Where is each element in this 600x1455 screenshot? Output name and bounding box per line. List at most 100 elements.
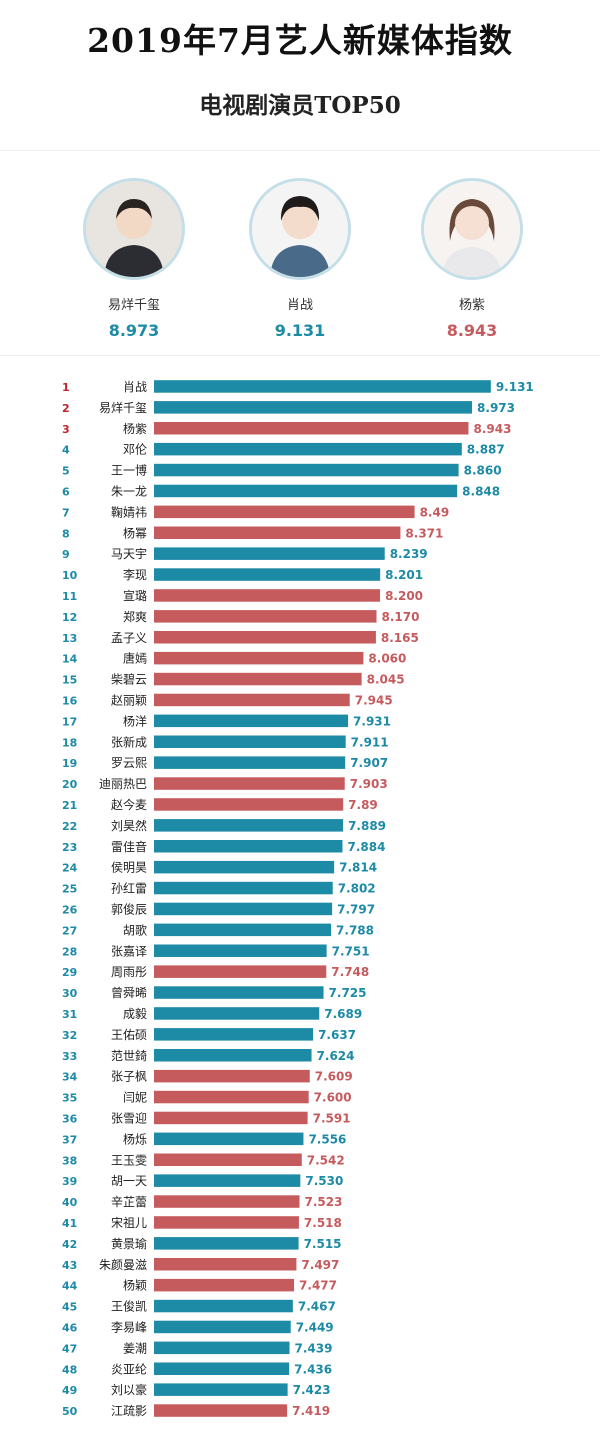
category-label: 王玉雯 bbox=[111, 1153, 147, 1167]
category-label: 张新成 bbox=[111, 734, 147, 749]
person-icon bbox=[86, 181, 182, 277]
bar bbox=[154, 1216, 299, 1229]
value-label: 7.725 bbox=[329, 986, 367, 1000]
top3-score: 8.973 bbox=[108, 321, 160, 340]
category-label: 姜潮 bbox=[123, 1340, 147, 1355]
rank-label: 9 bbox=[62, 548, 70, 561]
bar bbox=[154, 1132, 304, 1146]
value-label: 7.788 bbox=[336, 923, 374, 937]
category-label: 鞠婧祎 bbox=[111, 504, 147, 519]
rank-label: 15 bbox=[62, 674, 77, 687]
bar bbox=[154, 589, 381, 602]
bar bbox=[154, 463, 459, 477]
category-label: 张嘉译 bbox=[111, 944, 147, 958]
value-label: 7.889 bbox=[348, 819, 386, 833]
rank-label: 19 bbox=[62, 757, 77, 770]
value-label: 7.802 bbox=[338, 882, 376, 896]
category-label: 张子枫 bbox=[111, 1069, 147, 1084]
value-label: 7.439 bbox=[295, 1341, 333, 1355]
value-label: 7.530 bbox=[305, 1174, 343, 1188]
value-label: 7.689 bbox=[324, 1007, 362, 1021]
rank-label: 39 bbox=[62, 1175, 77, 1188]
category-label: 胡一天 bbox=[111, 1174, 147, 1188]
bar bbox=[154, 902, 333, 916]
category-label: 孟子义 bbox=[111, 631, 147, 645]
category-label: 炎亚纶 bbox=[111, 1362, 147, 1376]
rank-label: 28 bbox=[62, 945, 77, 958]
rank-label: 12 bbox=[62, 611, 77, 624]
value-label: 8.371 bbox=[405, 526, 443, 540]
value-label: 7.814 bbox=[339, 861, 377, 875]
bar bbox=[154, 819, 344, 832]
rank-label: 5 bbox=[62, 465, 70, 478]
podium-second: 易烊千玺 8.973 bbox=[64, 178, 204, 340]
category-label: 赵今麦 bbox=[111, 797, 147, 812]
value-label: 7.797 bbox=[337, 902, 375, 916]
value-label: 7.637 bbox=[318, 1028, 356, 1042]
rank-label: 18 bbox=[62, 736, 77, 749]
category-label: 马天宇 bbox=[111, 547, 147, 561]
rank-label: 7 bbox=[62, 506, 70, 519]
person-icon bbox=[252, 181, 348, 277]
top3-score: 9.131 bbox=[274, 321, 326, 340]
bar bbox=[154, 1383, 288, 1396]
value-label: 7.624 bbox=[317, 1049, 355, 1063]
value-label: 7.609 bbox=[315, 1070, 353, 1084]
bar bbox=[154, 714, 349, 728]
bar bbox=[154, 610, 377, 623]
rank-label: 50 bbox=[62, 1405, 78, 1418]
value-label: 8.060 bbox=[368, 652, 406, 666]
bar bbox=[154, 1278, 295, 1292]
avatar bbox=[83, 178, 185, 280]
category-label: 杨幂 bbox=[123, 525, 147, 540]
category-label: 杨紫 bbox=[123, 421, 147, 436]
value-label: 7.497 bbox=[301, 1258, 339, 1272]
top3-name: 杨紫 bbox=[458, 298, 485, 313]
rank-label: 38 bbox=[62, 1154, 77, 1167]
category-label: 王一博 bbox=[111, 463, 147, 478]
rank-label: 6 bbox=[62, 485, 70, 498]
rank-label: 8 bbox=[62, 527, 70, 540]
value-label: 7.591 bbox=[313, 1111, 351, 1125]
category-label: 柴碧云 bbox=[111, 673, 147, 687]
bar bbox=[154, 401, 473, 414]
bar bbox=[154, 651, 364, 665]
rank-label: 21 bbox=[62, 799, 77, 812]
rank-label: 30 bbox=[62, 987, 78, 1000]
value-label: 8.848 bbox=[462, 484, 500, 498]
category-label: 朱颜曼滋 bbox=[99, 1257, 147, 1272]
ranking-bar-chart: 1 肖战 9.131 2 易烊千玺 8.973 3 杨紫 8.943 4 邓伦 8.887 5 王一博 8.… bbox=[62, 380, 534, 1418]
category-label: 宣璐 bbox=[123, 588, 147, 603]
category-label: 张雪迎 bbox=[111, 1111, 147, 1125]
rank-label: 49 bbox=[62, 1384, 77, 1397]
rank-label: 10 bbox=[62, 569, 78, 582]
bar bbox=[154, 631, 376, 644]
bar bbox=[154, 756, 346, 769]
rank-label: 25 bbox=[62, 883, 77, 896]
rank-label: 3 bbox=[62, 423, 70, 436]
category-label: 迪丽热巴 bbox=[99, 777, 147, 791]
category-label: 肖战 bbox=[123, 380, 147, 394]
person-icon bbox=[424, 181, 520, 277]
value-label: 7.884 bbox=[347, 840, 385, 854]
category-label: 孙红雷 bbox=[111, 881, 147, 896]
rank-label: 41 bbox=[62, 1217, 77, 1230]
value-label: 7.467 bbox=[298, 1300, 336, 1314]
bar bbox=[154, 1237, 299, 1250]
rank-label: 46 bbox=[62, 1321, 78, 1334]
category-label: 邓伦 bbox=[123, 442, 147, 457]
value-label: 7.515 bbox=[304, 1237, 342, 1251]
value-label: 7.903 bbox=[350, 777, 388, 791]
rank-label: 32 bbox=[62, 1029, 77, 1042]
value-label: 7.748 bbox=[331, 965, 369, 979]
rank-label: 33 bbox=[62, 1050, 77, 1063]
top3-podium: 易烊千玺 8.973 肖战 9.131 杨紫 8.943 bbox=[0, 178, 600, 348]
podium-third: 杨紫 8.943 bbox=[402, 178, 542, 340]
bar bbox=[154, 735, 346, 748]
bar bbox=[154, 944, 327, 957]
rank-label: 17 bbox=[62, 715, 77, 728]
rank-label: 43 bbox=[62, 1259, 77, 1272]
value-label: 8.045 bbox=[367, 673, 405, 687]
category-label: 易烊千玺 bbox=[99, 401, 147, 415]
category-label: 杨烁 bbox=[123, 1131, 147, 1146]
